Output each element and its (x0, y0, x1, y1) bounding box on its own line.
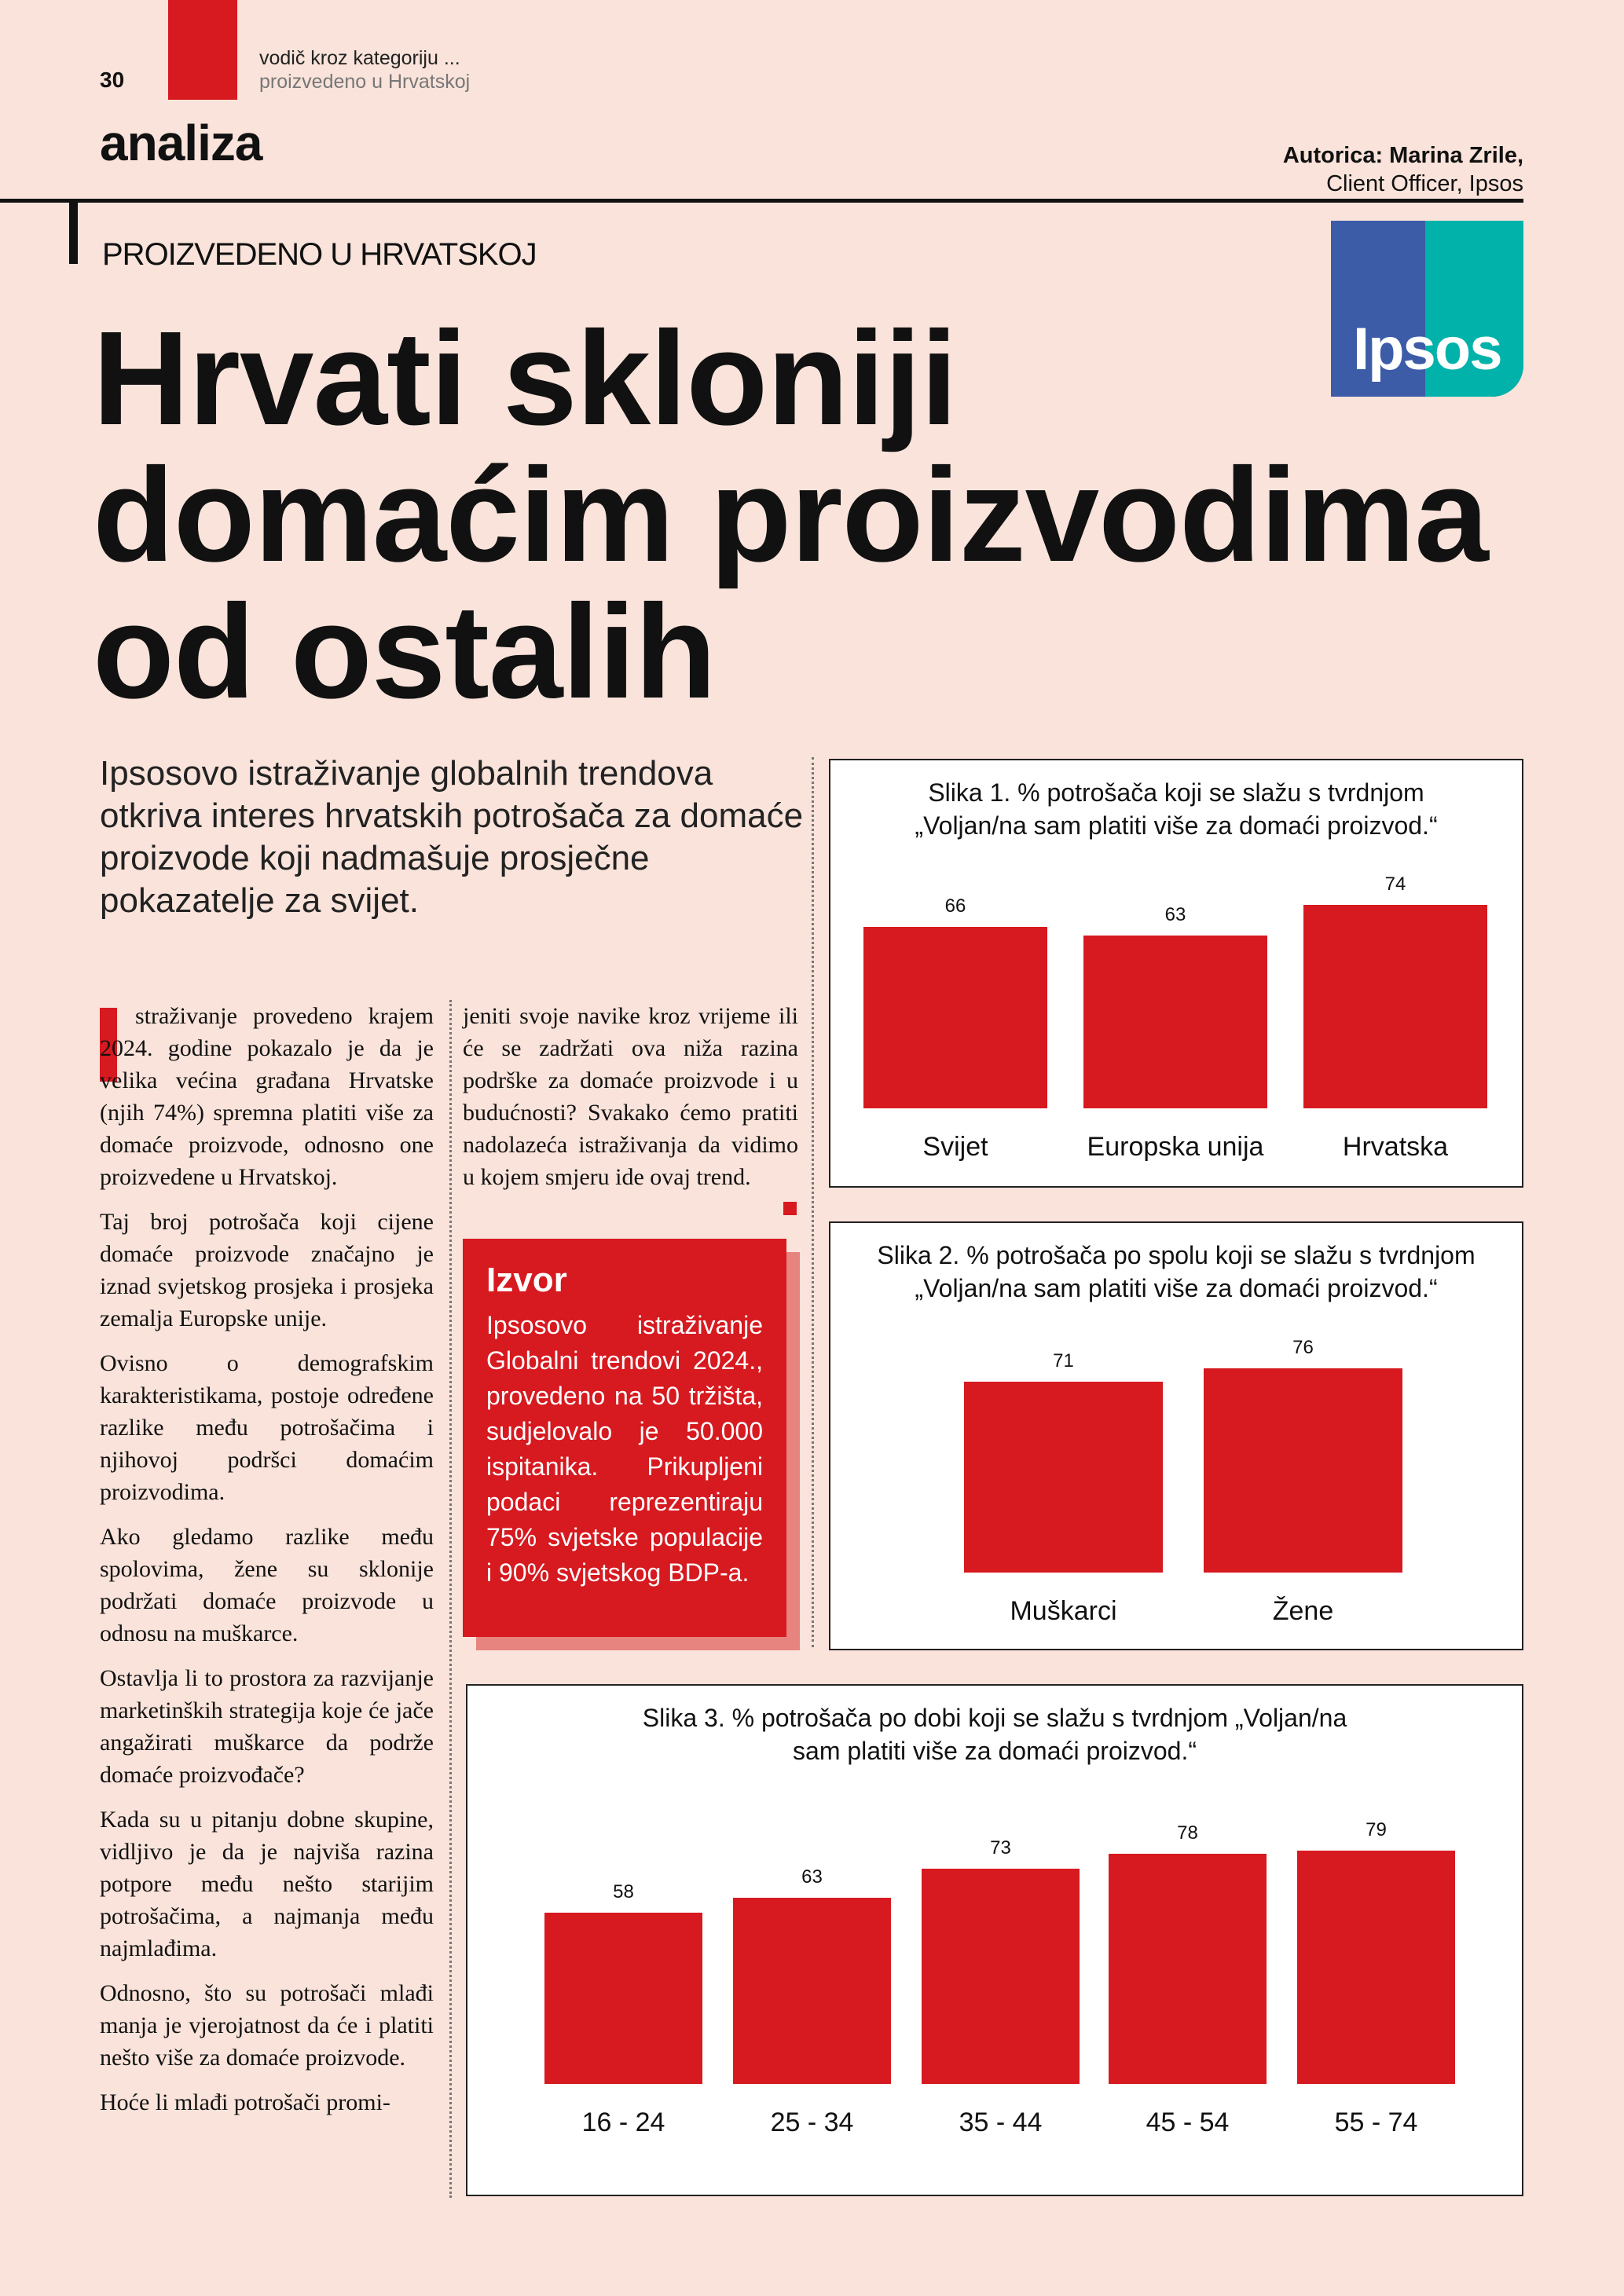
paragraph: Odnosno, što su potrošači mlađi manja je… (100, 1980, 434, 2071)
end-mark (783, 1202, 797, 1215)
paragraph: Ovisno o demografskim karakteristikama, … (100, 1350, 434, 1505)
paragraph: Hoće li mlađi potrošači promi- (100, 2089, 390, 2115)
paragraph: jeniti svoje navike kroz vrijeme ili će … (463, 1003, 798, 1190)
value-label: 58 (613, 1880, 634, 1902)
kicker: vodič kroz kategoriju ... (259, 47, 460, 69)
category-label: 55 - 74 (1334, 2107, 1418, 2137)
value-label: 71 (1053, 1350, 1074, 1372)
chart-by-gender: Slika 2. % potrošača po spolu koji se sl… (829, 1221, 1523, 1650)
bar (1297, 1850, 1455, 2084)
chart-title: Slika 3. % potrošača po dobi koji se sla… (642, 1704, 1347, 1765)
section-color-tab (168, 0, 237, 100)
paragraph: Ostavlja li to prostora za razvijanje ma… (100, 1665, 434, 1788)
rubric: PROIZVEDENO U HRVATSKOJ (102, 237, 537, 272)
paragraph: Taj broj potrošača koji cijene domaće pr… (100, 1209, 434, 1331)
paragraph: straživanje provedeno krajem 2024. godin… (100, 1003, 434, 1190)
author-name: Autorica: Marina Zrile, (1282, 143, 1523, 168)
section-title: analiza (100, 115, 262, 171)
bar (863, 927, 1047, 1108)
header-rule (0, 199, 1523, 203)
value-label: 63 (801, 1866, 823, 1888)
chart-world-eu-croatia: Slika 1. % potrošača koji se slažu s tvr… (829, 759, 1523, 1188)
chart-title: Slika 2. % potrošača po spolu koji se sl… (877, 1241, 1476, 1302)
bar (922, 1868, 1080, 2084)
category-label: 25 - 34 (770, 2107, 854, 2137)
value-label: 66 (944, 895, 966, 917)
category-label: Muškarci (1010, 1596, 1117, 1626)
headline-line: domaćim proizvodima (93, 441, 1489, 590)
headline-line: od ostalih (93, 577, 717, 727)
category-label: 35 - 44 (959, 2107, 1043, 2137)
rubric-marker (69, 203, 78, 264)
bar (1303, 905, 1487, 1108)
headline-line: Hrvati skloniji (93, 304, 958, 453)
drop-cap-bar (100, 1008, 117, 1082)
kicker-sub: proizvedeno u Hrvatskoj (259, 71, 471, 93)
category-label: 16 - 24 (581, 2107, 665, 2137)
headline: Hrvati skloniji domaćim proizvodima od o… (93, 304, 1489, 727)
value-label: 73 (990, 1836, 1011, 1858)
bar (964, 1382, 1163, 1573)
category-label: Svijet (922, 1132, 988, 1162)
category-label: Europska unija (1087, 1132, 1264, 1162)
category-label: Hrvatska (1342, 1132, 1449, 1162)
value-label: 79 (1366, 1818, 1387, 1840)
value-label: 63 (1164, 903, 1186, 925)
value-label: 76 (1292, 1337, 1314, 1359)
column-divider (449, 1000, 452, 2198)
category-label: 45 - 54 (1146, 2107, 1230, 2137)
source-title: Izvor (486, 1261, 567, 1299)
bar (1204, 1368, 1402, 1573)
bar (544, 1912, 702, 2084)
source-box: Izvor Ipsosovo istraživanje Globalni tre… (463, 1239, 786, 1637)
paragraph: Kada su u pitanju dobne skupine, vidljiv… (100, 1807, 434, 1961)
paragraph: Ako gledamo razlike među spolovima, žene… (100, 1524, 434, 1646)
lead-paragraph: Ipsosovo istraživanje globalnih trendova… (100, 754, 804, 920)
value-label: 78 (1177, 1822, 1198, 1844)
author-role: Client Officer, Ipsos (1326, 171, 1523, 196)
body-column-1: straživanje provedeno krajem 2024. godin… (100, 1000, 434, 2131)
body-column-2: jeniti svoje navike kroz vrijeme ili će … (463, 1000, 798, 1206)
page-number: 30 (100, 68, 125, 92)
value-label: 74 (1384, 873, 1406, 895)
ipsos-logo: Ipsos (1331, 221, 1523, 397)
chart-title: Slika 1. % potrošača koji se slažu s tvr… (915, 778, 1438, 840)
source-text: Ipsosovo istraživanje Globalni trendovi … (486, 1311, 763, 1587)
bar (1109, 1853, 1267, 2084)
author-block: Autorica: Marina Zrile, Client Officer, I… (1283, 141, 1523, 198)
logo-text: Ipsos (1353, 316, 1502, 383)
bar (1083, 935, 1267, 1108)
category-label: Žene (1272, 1596, 1334, 1626)
chart-by-age: Slika 3. % potrošača po dobi koji se sla… (466, 1684, 1523, 2196)
bar (733, 1898, 891, 2084)
column-divider (812, 757, 814, 1647)
